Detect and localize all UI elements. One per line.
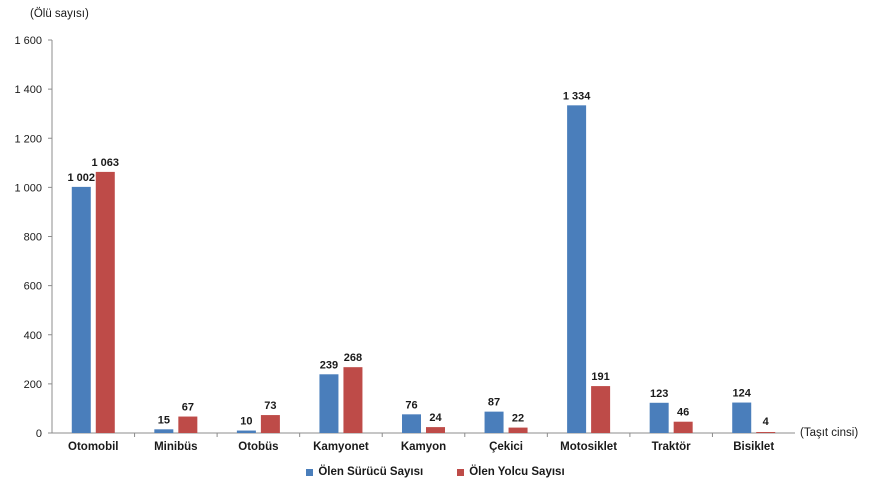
bar-passenger — [343, 367, 363, 433]
bars — [71, 105, 776, 434]
y-tick-label: 600 — [24, 281, 42, 293]
bar-driver — [154, 429, 174, 433]
legend-label-driver: Ölen Sürücü Sayısı — [318, 466, 424, 478]
bar-driver — [71, 186, 91, 433]
data-label: 46 — [677, 407, 689, 419]
category-label: Çekici — [489, 441, 523, 453]
bar-passenger — [95, 171, 115, 433]
category-label: Minibüs — [154, 441, 197, 453]
y-tick-label: 1 000 — [14, 182, 42, 194]
data-label: 67 — [182, 402, 194, 414]
bar-driver — [402, 414, 421, 433]
y-tick-label: 0 — [36, 428, 42, 440]
y-axis-title: (Ölü sayısı) — [30, 8, 89, 20]
bar-passenger — [673, 421, 693, 433]
data-label: 24 — [429, 412, 442, 424]
bar-driver — [732, 402, 752, 433]
data-label: 124 — [733, 388, 752, 400]
legend-item-driver: Ölen Sürücü Sayısı — [306, 466, 423, 478]
category-label: Otobüs — [238, 441, 278, 453]
data-labels: 1 002 1 063 15 67 10 73 239 268 76 24 87 22 1 334 191… — [68, 90, 770, 428]
data-label: 22 — [512, 413, 524, 425]
category-label: Traktör — [652, 441, 692, 453]
data-label: 123 — [650, 388, 668, 400]
bar-passenger — [426, 427, 445, 433]
axes — [51, 40, 795, 434]
bar-driver — [649, 402, 669, 433]
bar-driver — [319, 374, 339, 433]
y-tick-label: 1 200 — [14, 133, 42, 145]
data-label: 87 — [488, 397, 500, 409]
category-labels: Otomobil Minibüs Otobüs Kamyonet Kamyon Çekic… — [68, 433, 774, 453]
data-label: 10 — [240, 416, 252, 428]
legend-swatch-driver — [306, 468, 314, 476]
legend-swatch-passenger — [457, 468, 465, 476]
bar-driver — [484, 411, 504, 433]
legend-item-passenger: Ölen Yolcu Sayısı — [457, 466, 565, 478]
data-label: 1 334 — [563, 90, 591, 102]
bar-passenger — [591, 386, 611, 433]
x-axis-title: (Taşıt cinsi) — [800, 427, 858, 439]
y-tick-label: 1 400 — [14, 84, 42, 96]
data-label: 15 — [158, 414, 170, 426]
bar-passenger — [178, 416, 198, 433]
y-tick-label: 800 — [24, 232, 42, 244]
bar-driver — [236, 430, 256, 433]
legend-label-passenger: Ölen Yolcu Sayısı — [469, 466, 565, 478]
data-label: 1 063 — [92, 157, 120, 169]
y-tick-label: 200 — [24, 379, 42, 391]
data-label: 239 — [320, 359, 338, 371]
data-label: 73 — [264, 400, 276, 412]
bar-passenger — [756, 432, 776, 433]
bar-passenger — [260, 415, 280, 433]
category-label: Kamyonet — [313, 441, 369, 453]
y-tick-label: 400 — [24, 330, 42, 342]
category-label: Otomobil — [68, 441, 118, 453]
data-label: 1 002 — [68, 172, 96, 184]
legend: Ölen Sürücü Sayısı Ölen Yolcu Sayısı — [0, 466, 871, 478]
y-axis-ticks: 0 200 400 600 800 1 000 1 200 1 400 1 600 — [14, 35, 52, 440]
category-label: Kamyon — [401, 441, 446, 453]
data-label: 4 — [763, 416, 770, 428]
category-label: Motosiklet — [560, 441, 617, 453]
data-label: 76 — [405, 399, 417, 411]
bar-passenger — [508, 427, 528, 433]
data-label: 268 — [344, 352, 362, 364]
category-label: Bisiklet — [733, 441, 774, 453]
bar-driver — [567, 105, 587, 434]
data-label: 191 — [591, 371, 609, 383]
y-tick-label: 1 600 — [14, 35, 42, 47]
